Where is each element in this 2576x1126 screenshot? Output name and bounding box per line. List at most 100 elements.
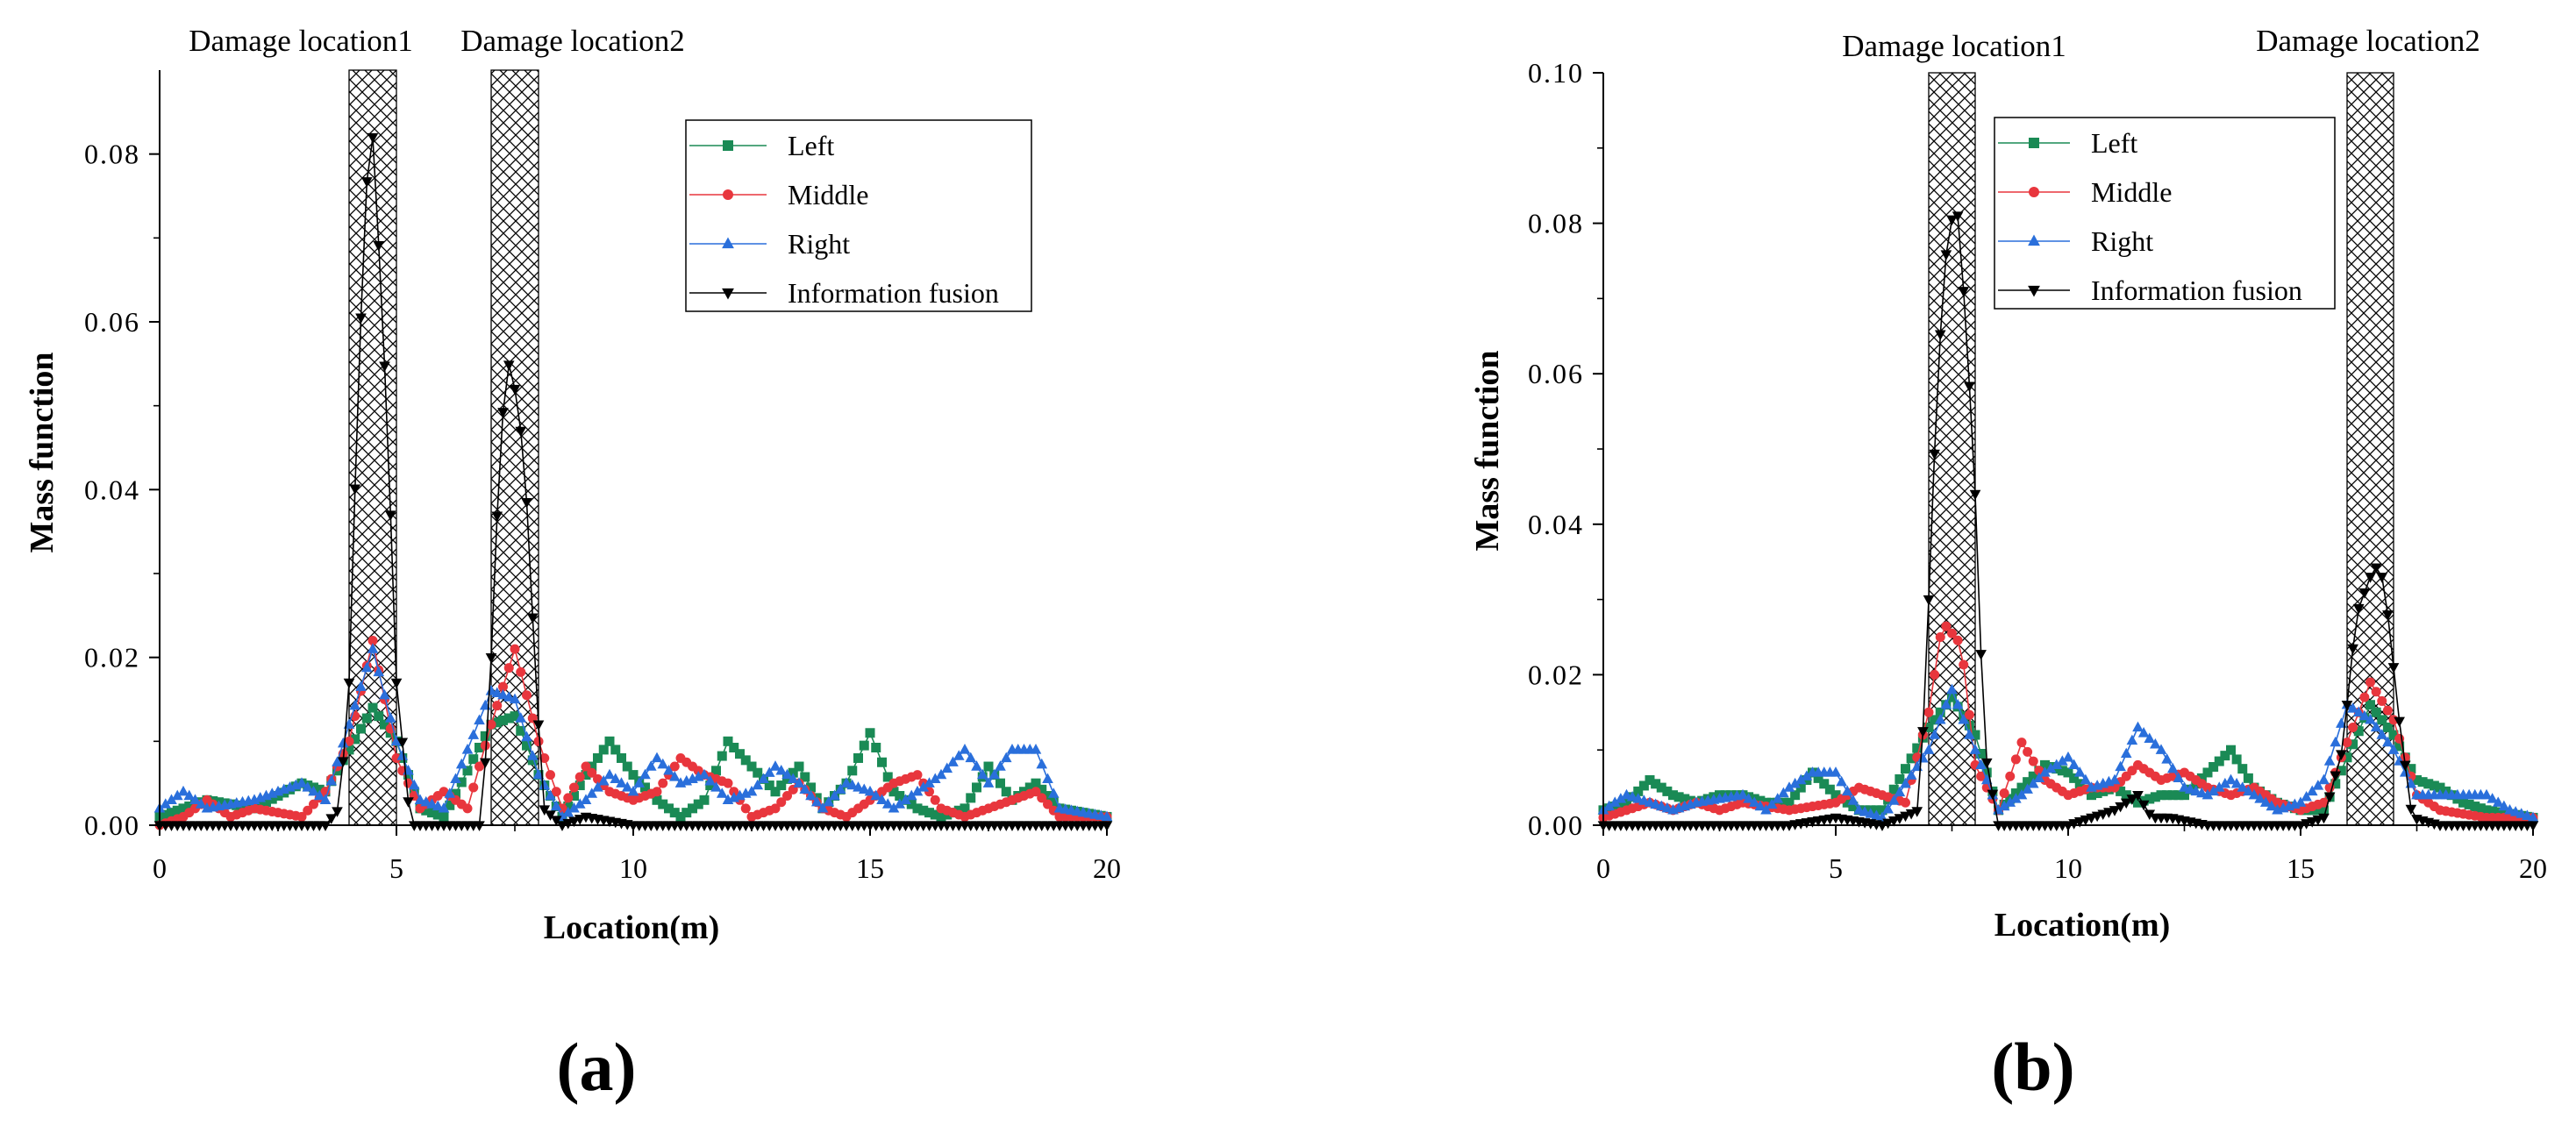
data-point [532,768,545,780]
data-point [2132,791,2144,802]
data-point [587,767,597,778]
data-point [319,821,332,831]
data-point [574,815,586,825]
data-point [622,761,632,772]
legend-entry-middle: Middle [1998,176,2172,208]
data-point [438,802,450,813]
data-point [853,781,864,792]
data-point [166,794,177,804]
data-point [455,758,467,769]
data-point [935,768,947,780]
data-point [593,752,603,763]
data-point [1001,787,1011,797]
data-point [503,360,515,371]
data-point [2062,751,2074,762]
data-point [160,798,172,809]
x-tick-label: 5 [389,852,403,884]
y-tick-label: 0.06 [84,306,140,338]
data-point [2225,773,2237,785]
data-point [1784,797,1795,808]
data-point [2161,753,2173,764]
data-point [2126,795,2138,805]
data-point [871,743,881,753]
data-point [597,774,610,786]
x-tick-label: 5 [1829,852,1843,884]
data-point [503,663,514,673]
data-point [303,805,313,816]
data-point [2365,677,2375,688]
data-point [1976,771,1987,781]
data-point [2173,772,2185,783]
data-point [2080,773,2092,785]
data-point [2144,809,2156,821]
data-point [864,785,876,796]
data-point [603,768,616,780]
data-point [2377,715,2387,725]
data-series [1597,211,2539,831]
data-series [153,132,1113,831]
data-point [2365,714,2376,724]
data-point [475,761,484,772]
data-point [704,774,717,786]
data-point [2527,811,2539,823]
data-point [1964,729,1975,739]
data-point [1783,781,1795,792]
data-point [379,361,390,373]
data-point [360,177,373,188]
data-point [929,773,941,784]
data-point [539,752,550,763]
data-point [2115,802,2126,813]
data-point [468,754,479,765]
data-point [965,752,977,763]
data-point [462,803,473,814]
data-point [545,789,556,801]
data-point [758,773,769,784]
y-tick-label: 0.00 [84,809,140,841]
data-point [639,768,651,780]
data-point [183,789,196,801]
data-point [2166,762,2179,773]
data-point [408,779,420,790]
data-point [2010,754,2021,765]
data-point [2243,785,2254,796]
legend-sample-marker [2028,234,2040,246]
data-point [1958,714,1970,724]
y-tick-labels: 0.00 0.02 0.04 0.06 0.08 [84,139,140,841]
data-point [740,803,751,814]
data-point [651,752,663,763]
data-point [1754,800,1766,811]
data-point [497,688,509,700]
legend-sample-marker [723,189,733,200]
data-point [782,791,792,802]
data-point [1940,250,1952,260]
panel-label-b: (b) [1991,1029,2074,1105]
data-point [568,802,580,813]
data-point [729,787,739,797]
data-point [2382,610,2394,621]
data-point [2318,813,2330,824]
data-point [309,799,318,809]
data-point [627,785,639,796]
data-point [361,713,372,723]
data-point [1790,790,1801,801]
data-point [881,798,894,809]
data-point [2254,793,2266,803]
data-point [1952,635,1963,645]
data-point [1882,818,1894,830]
data-point [1911,807,1923,817]
data-point [924,777,935,787]
data-point [983,761,994,772]
data-point [888,802,900,813]
data-point [858,783,870,795]
data-point [793,777,805,787]
data-point [2237,764,2248,774]
data-point [616,777,627,787]
data-point [2016,738,2027,748]
data-point [2371,707,2381,717]
data-point [2137,727,2150,738]
data-point [711,766,721,776]
data-point [356,723,366,734]
data-point [668,771,681,781]
data-point [563,793,574,803]
data-point [450,773,461,784]
